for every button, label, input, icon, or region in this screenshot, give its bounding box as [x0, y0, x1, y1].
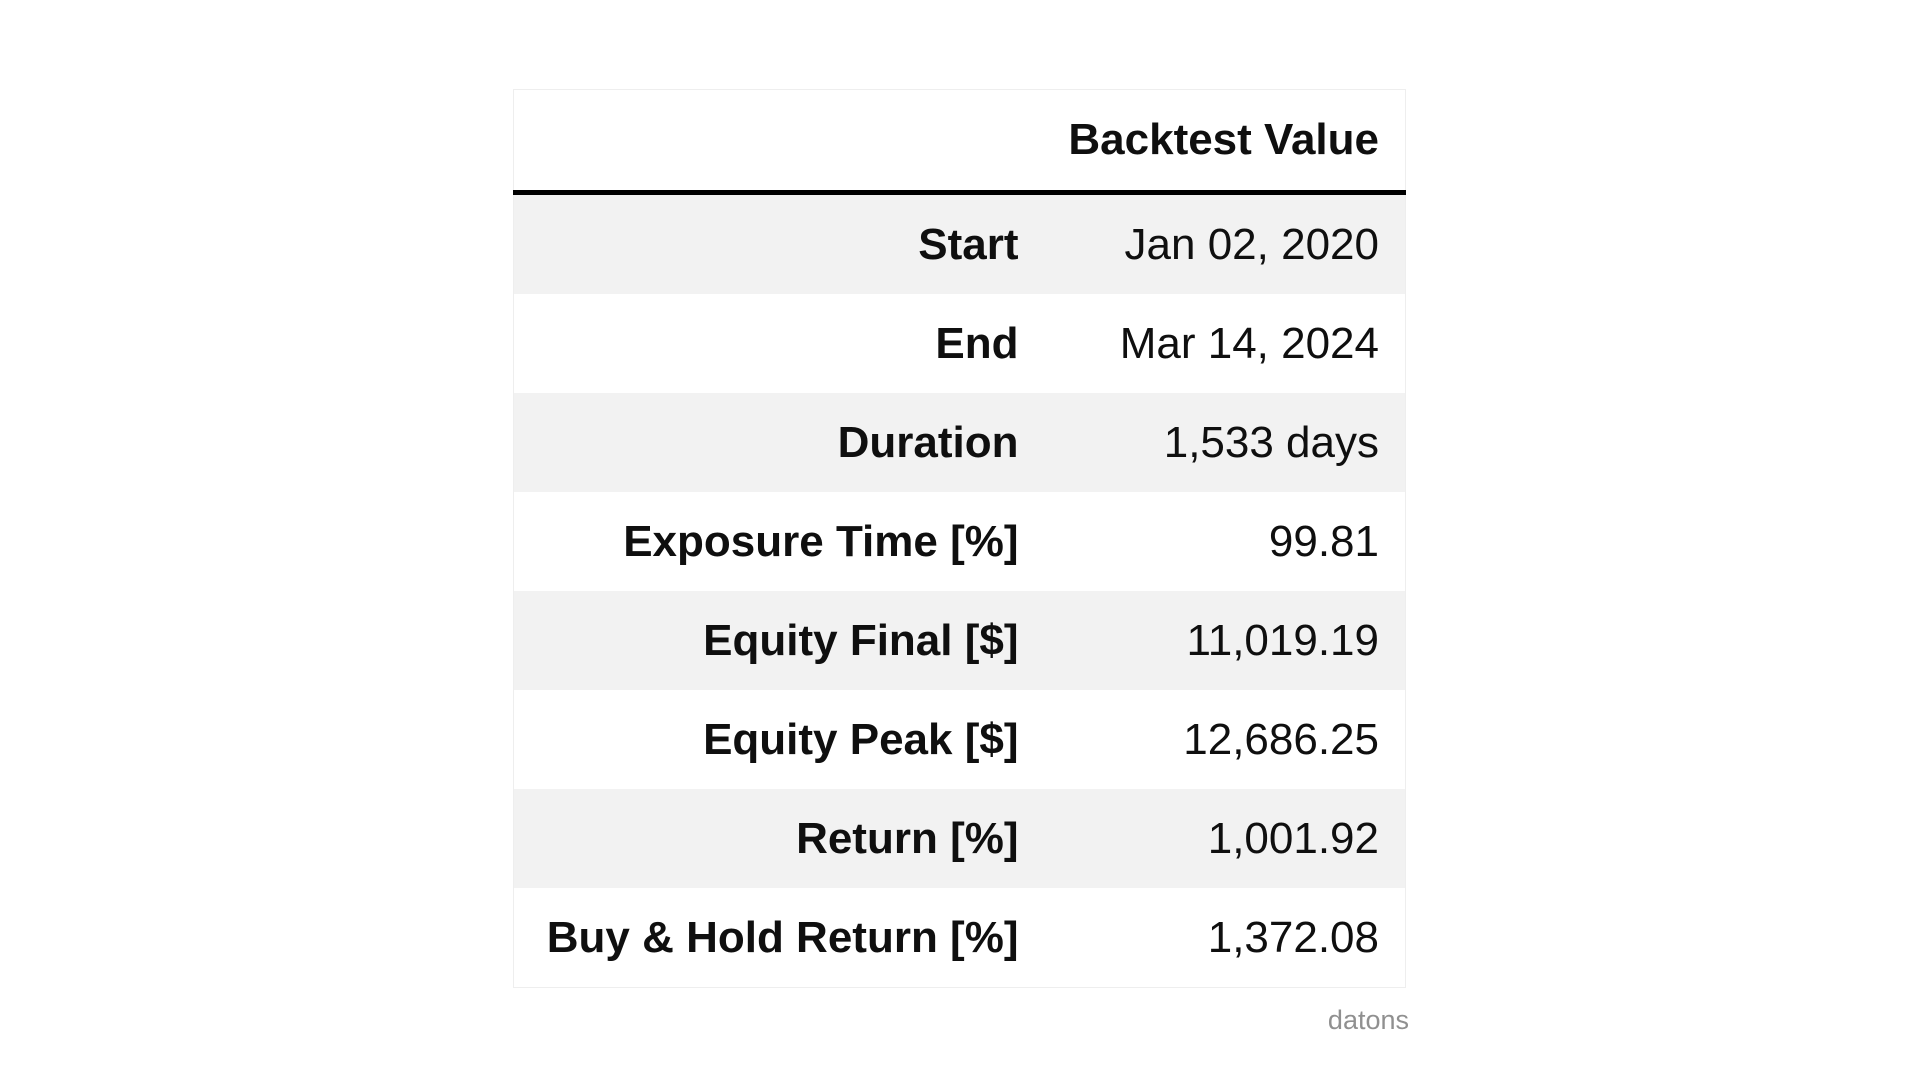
row-label-cell: Buy & Hold Return [%]	[546, 912, 1019, 962]
row-value-cell: 1,533 days	[1163, 417, 1379, 467]
table-row-exposure-time: Exposure Time [%] 99.81	[513, 492, 1406, 591]
table-row-end: End Mar 14, 2024	[513, 294, 1406, 393]
row-label-cell: Exposure Time [%]	[623, 516, 1019, 566]
row-value-cell: 1,001.92	[1207, 813, 1379, 863]
row-label-cell: Start	[918, 219, 1019, 269]
row-label-cell: Return [%]	[796, 813, 1019, 863]
row-label-cell: Equity Peak [$]	[703, 714, 1019, 764]
table-row-buy-hold-return: Buy & Hold Return [%] 1,372.08	[513, 888, 1406, 988]
backtest-stats-table: Backtest Value Start Jan 02, 2020 End Ma…	[513, 89, 1406, 988]
table-row-start: Start Jan 02, 2020	[513, 192, 1406, 294]
table-row-equity-final: Equity Final [$] 11,019.19	[513, 591, 1406, 690]
row-value-cell: Mar 14, 2024	[1119, 318, 1379, 368]
table-row-duration: Duration 1,533 days	[513, 393, 1406, 492]
table-row-equity-peak: Equity Peak [$] 12,686.25	[513, 690, 1406, 789]
header-value-cell: Backtest Value	[1044, 89, 1406, 195]
row-value-cell: 12,686.25	[1183, 714, 1379, 764]
row-value-cell: 11,019.19	[1186, 615, 1379, 665]
table-header-row: Backtest Value	[513, 89, 1406, 195]
row-label-cell: End	[935, 318, 1019, 368]
header-blank-cell	[513, 89, 1045, 195]
row-value-cell: Jan 02, 2020	[1124, 219, 1379, 269]
row-value-cell: 1,372.08	[1207, 912, 1379, 962]
row-label-cell: Equity Final [$]	[703, 615, 1019, 665]
table-row-return: Return [%] 1,001.92	[513, 789, 1406, 888]
watermark-datons: datons	[1327, 1005, 1409, 1035]
row-value-cell: 99.81	[1268, 516, 1379, 566]
row-label-cell: Duration	[837, 417, 1019, 467]
